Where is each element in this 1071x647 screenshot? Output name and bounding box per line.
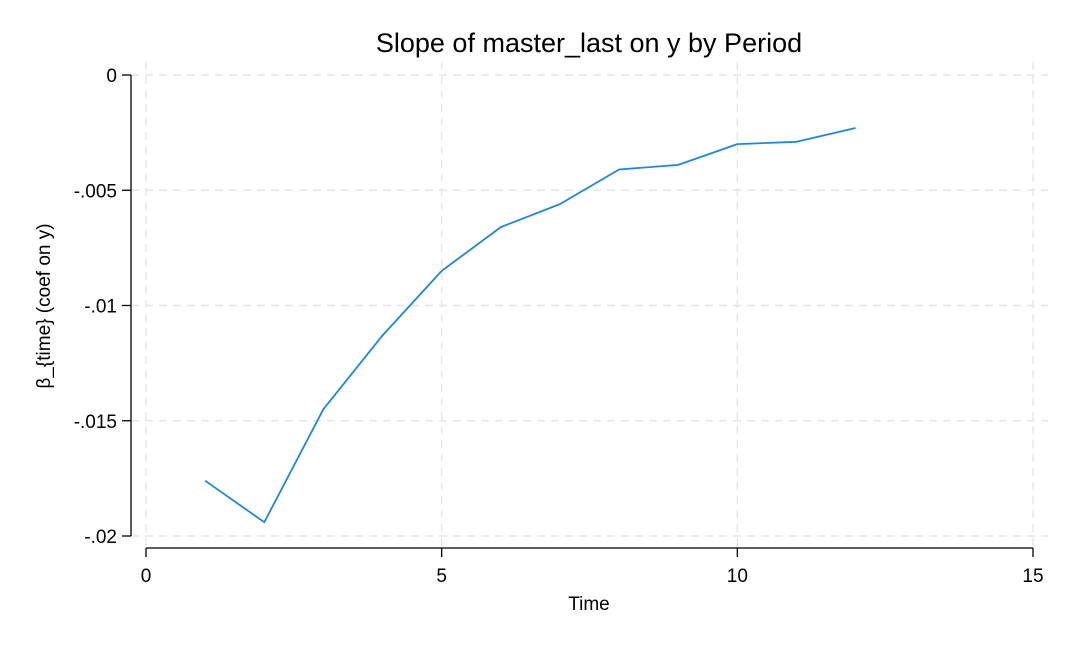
y-tick-label: -.015	[74, 412, 117, 433]
y-tick-label: -.005	[74, 181, 117, 202]
x-axis-label: Time	[568, 594, 610, 615]
x-tick-label: 0	[141, 566, 152, 587]
chart-title: Slope of master_last on y by Period	[376, 28, 802, 58]
y-tick-label: -.01	[84, 297, 117, 318]
series-group	[204, 127, 856, 524]
x-tick-label: 10	[727, 566, 748, 587]
axes	[130, 75, 1033, 549]
y-tick-label: 0	[106, 66, 117, 87]
series-line	[204, 127, 856, 524]
x-tick-label: 5	[436, 566, 447, 587]
y-axis-ticks: 0 -.005 -.01 -.015 -.02	[74, 66, 131, 548]
grid	[131, 62, 1048, 548]
y-tick-label: -.02	[84, 527, 117, 548]
x-axis-ticks: 0 5 10 15	[141, 548, 1044, 587]
y-axis-label: β_{time} (coef on y)	[34, 223, 55, 388]
x-tick-label: 15	[1022, 566, 1043, 587]
